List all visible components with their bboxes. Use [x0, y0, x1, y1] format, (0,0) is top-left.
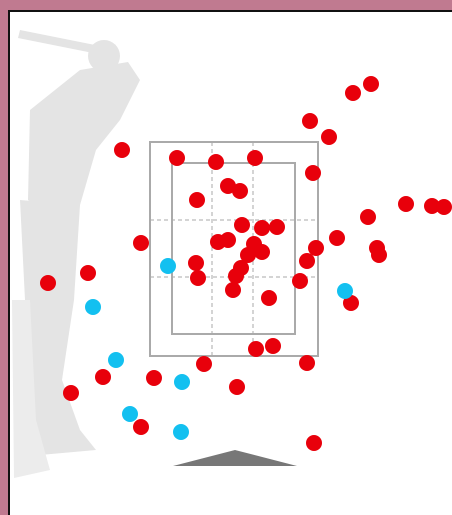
pitch — [371, 247, 387, 263]
pitch — [261, 290, 277, 306]
pitch — [302, 113, 318, 129]
pitch — [232, 183, 248, 199]
pitch — [208, 154, 224, 170]
pitch — [229, 379, 245, 395]
pitch — [80, 265, 96, 281]
pitch — [321, 129, 337, 145]
pitch — [292, 273, 308, 289]
pitch — [133, 235, 149, 251]
pitch — [345, 85, 361, 101]
batter-legs — [20, 200, 96, 455]
pitch — [85, 299, 101, 315]
pitch — [343, 295, 359, 311]
pitch — [122, 406, 138, 422]
pitch — [133, 419, 149, 435]
pitch — [299, 355, 315, 371]
pitch — [173, 424, 189, 440]
pitch — [225, 282, 241, 298]
bat — [18, 30, 110, 56]
pitch — [40, 275, 56, 291]
batter-silhouette — [12, 30, 140, 478]
pitch — [424, 198, 440, 214]
pitch — [169, 150, 185, 166]
pitch — [269, 219, 285, 235]
batter-torso — [28, 62, 140, 215]
pitch — [108, 352, 124, 368]
pitch — [254, 244, 270, 260]
pitch — [308, 240, 324, 256]
pitch — [234, 217, 250, 233]
pitch — [337, 283, 353, 299]
pitch — [306, 435, 322, 451]
zone-inner — [171, 162, 296, 335]
pitch — [299, 253, 315, 269]
pitch — [265, 338, 281, 354]
pitch — [305, 165, 321, 181]
pitch — [196, 356, 212, 372]
pitch — [174, 374, 190, 390]
batter-back-leg — [12, 300, 50, 478]
pitch — [190, 270, 206, 286]
pitch — [228, 268, 244, 284]
pitch — [114, 142, 130, 158]
pitch — [160, 258, 176, 274]
pitch — [329, 230, 345, 246]
pitch — [188, 255, 204, 271]
pitch — [210, 234, 226, 250]
pitch — [220, 178, 236, 194]
pitch — [240, 247, 256, 263]
pitch — [398, 196, 414, 212]
pitch — [254, 220, 270, 236]
pitch — [360, 209, 376, 225]
pitch — [189, 192, 205, 208]
pitch — [247, 150, 263, 166]
home-plate — [173, 450, 297, 466]
pitch — [363, 76, 379, 92]
pitch — [146, 370, 162, 386]
pitch — [248, 341, 264, 357]
pitch — [436, 199, 452, 215]
pitch — [95, 369, 111, 385]
pitch — [63, 385, 79, 401]
